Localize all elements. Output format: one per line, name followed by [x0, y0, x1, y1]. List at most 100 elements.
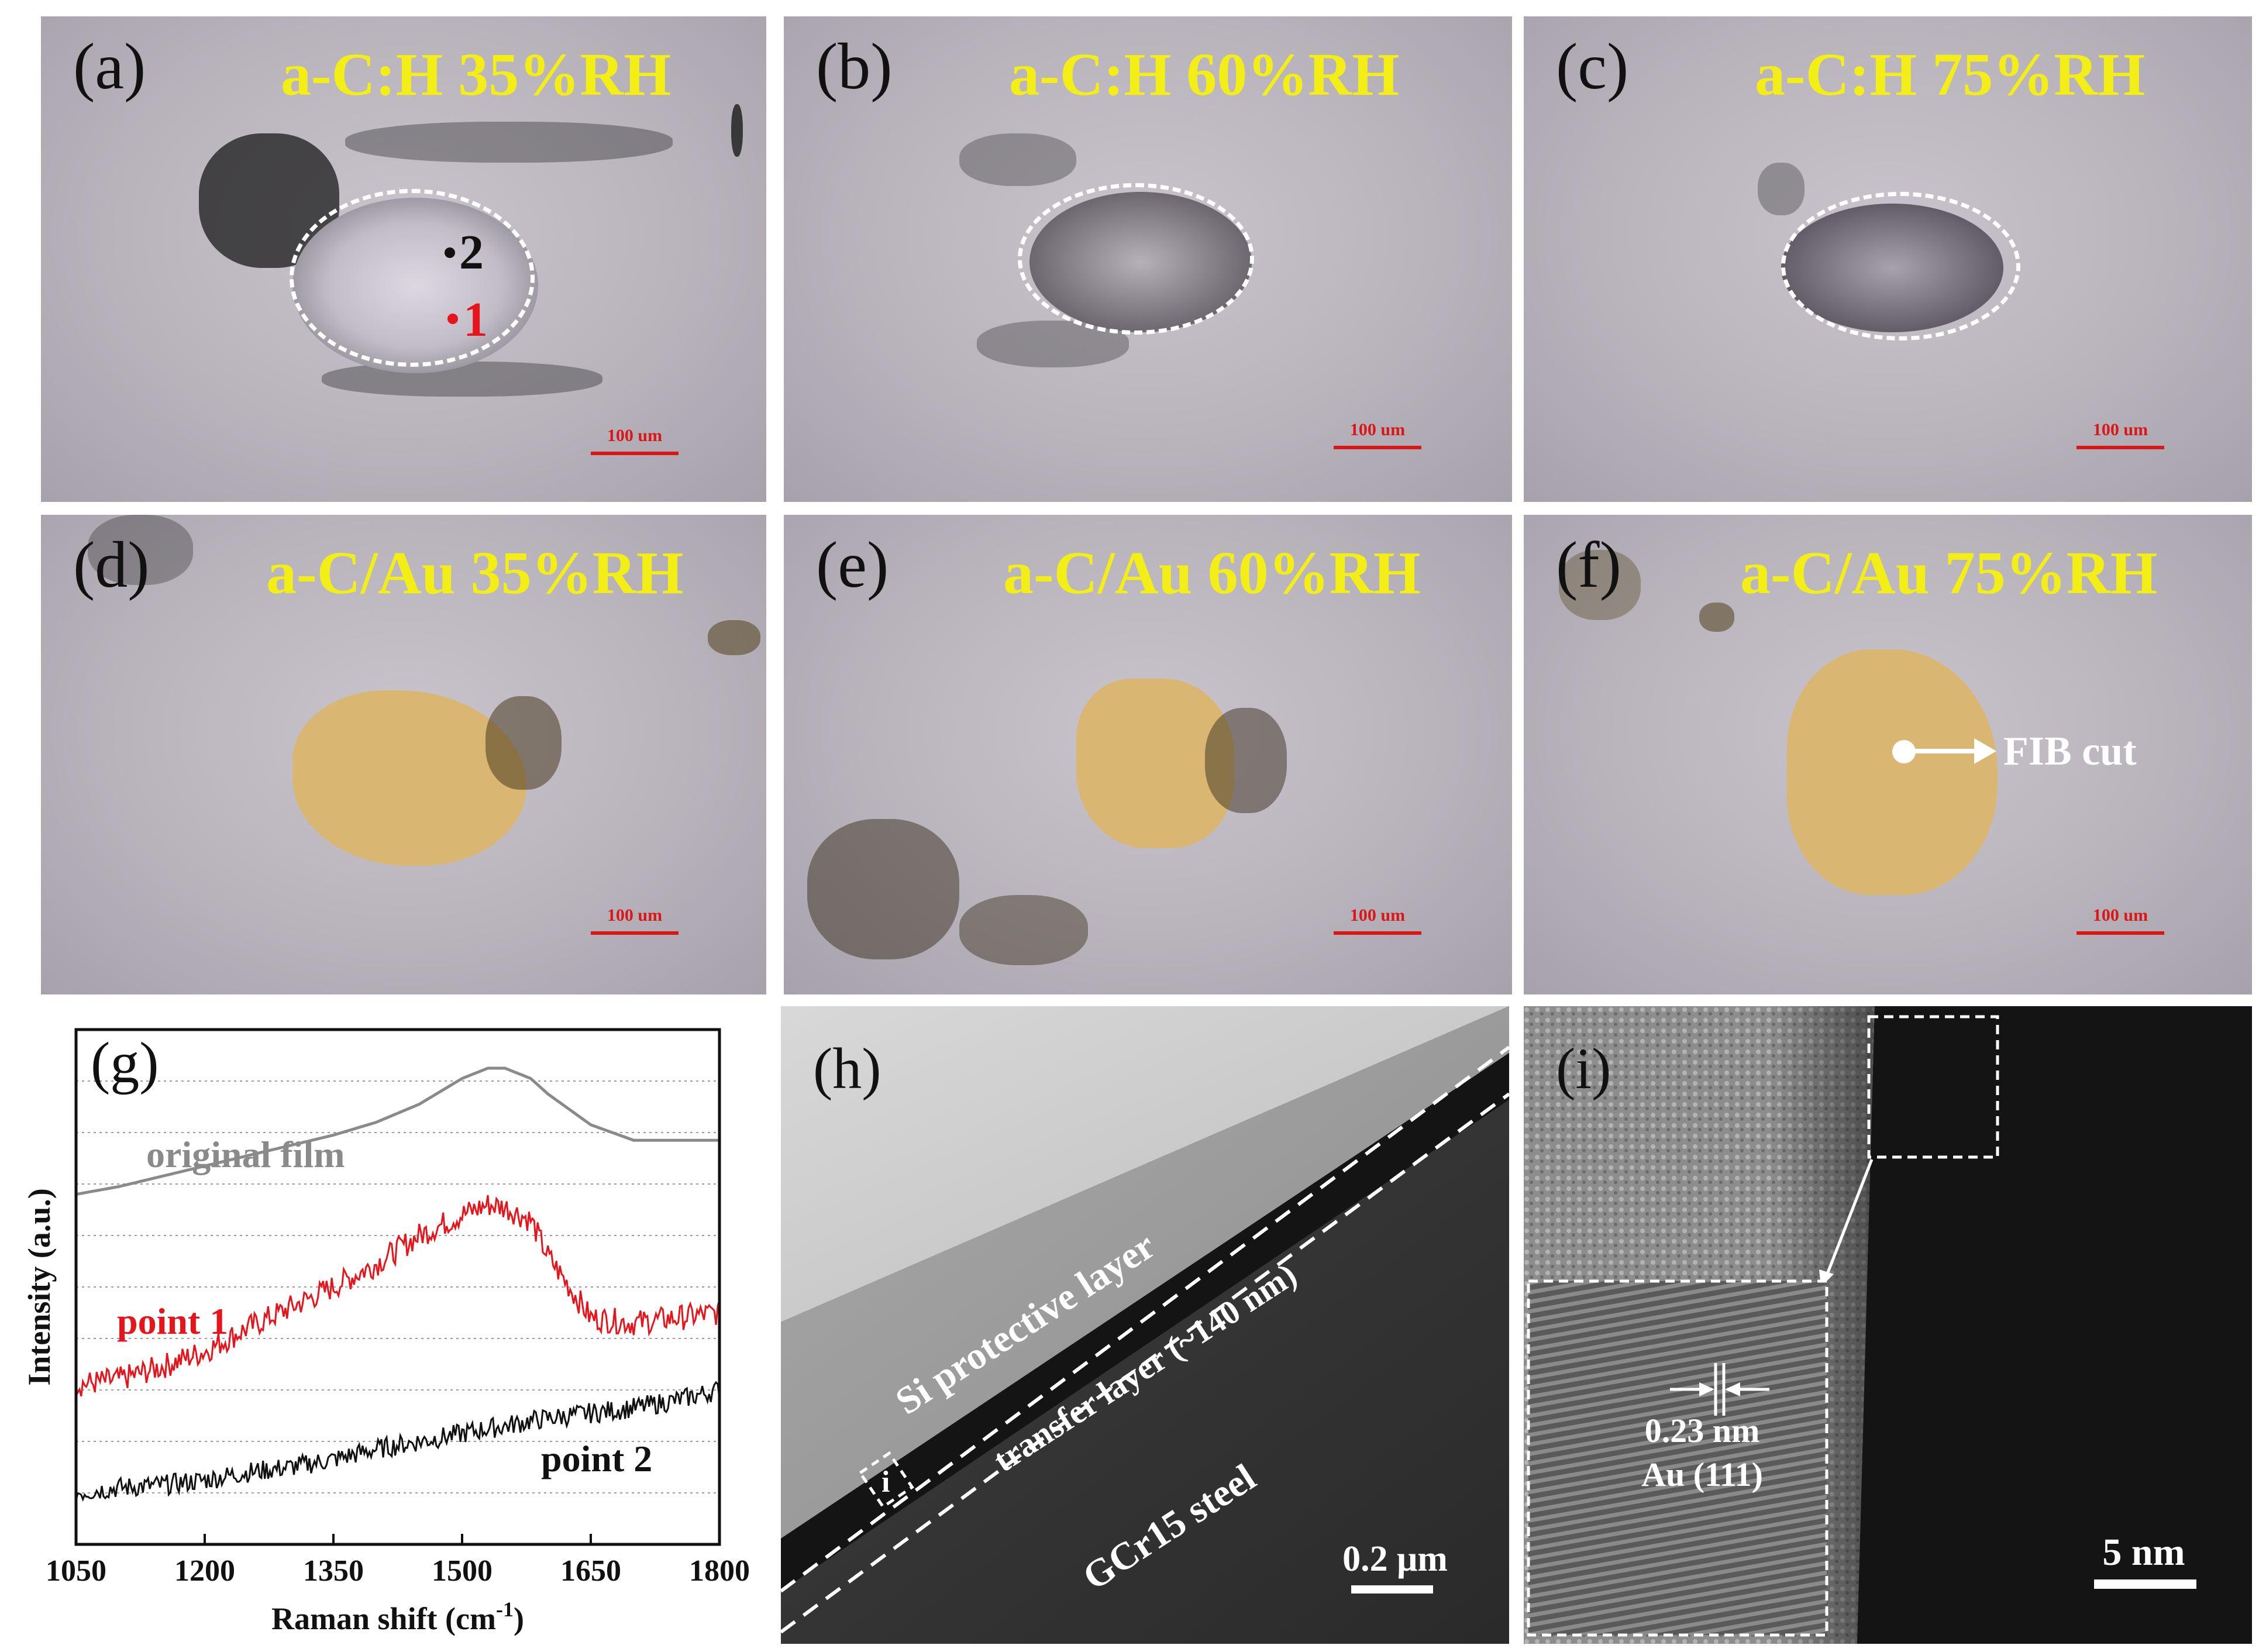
wear-debris [1758, 163, 1805, 215]
scale-bar [2094, 1579, 2196, 1589]
scale-bar: 100 um [2077, 420, 2164, 453]
transferred-gold-region [292, 690, 526, 866]
panel-title: a-C:H 35%RH [281, 41, 671, 108]
series-line-point-2 [75, 1381, 721, 1502]
panel-label: (f) [1556, 529, 1621, 601]
wear-debris [1205, 708, 1287, 813]
chart-grid [76, 1080, 719, 1493]
panel-title: a-C/Au 75%RH [1740, 539, 2158, 607]
wear-debris [322, 362, 602, 397]
tem-si-layer [781, 1006, 1509, 1539]
panel-c: (c) a-C:H 75%RH 100 um [1524, 16, 2252, 502]
panel-label: (a) [73, 30, 146, 103]
panel-label: (i) [1556, 1036, 1611, 1101]
plot-frame [74, 1028, 721, 1546]
transfer-layer-upper-boundary [781, 1045, 1509, 1593]
panel-title: a-C/Au 35%RH [266, 539, 684, 607]
wear-debris [708, 620, 760, 655]
fib-cut-arrowhead [1974, 738, 1996, 764]
hrtem-inset [1528, 1281, 1827, 1635]
scale-bar-label: 5 nm [2102, 1531, 2185, 1574]
scale-bar [1351, 1585, 1433, 1594]
scale-bar: 100 um [591, 426, 679, 459]
panel-label: (e) [816, 529, 889, 601]
raman-point-2-label: 2 [459, 225, 484, 280]
lattice-arrowhead-right [1725, 1382, 1740, 1396]
tem-steel-region [781, 1100, 1509, 1644]
hrtem-box-label: i [881, 1465, 890, 1499]
raman-point-2-marker [445, 247, 455, 258]
chart-ticks: 1050 1200 1350 1500 1650 1800 [46, 1534, 750, 1588]
panel-b: (b) a-C:H 60%RH 100 um [784, 16, 1512, 502]
panel-title: a-C:H 75%RH [1755, 41, 2146, 108]
raman-point-1-label: 1 [463, 292, 488, 347]
wear-debris [807, 819, 959, 959]
raman-chart: 1050 1200 1350 1500 1650 1800 (g) original fi… [22, 1028, 750, 1636]
series-line-original-film [75, 1066, 719, 1196]
x-tick-label: 1200 [174, 1554, 235, 1588]
panel-h: i Si protective layer transfer layer (~1… [781, 1006, 1509, 1644]
x-tick-label: 1350 [303, 1554, 364, 1588]
x-tick-label: 1500 [432, 1554, 493, 1588]
scale-bar-label: 100 um [2092, 420, 2148, 439]
x-axis-label-end: ) [514, 1601, 524, 1636]
lattice-spacing-label: 0.23 nm [1645, 1412, 1760, 1450]
x-tick-label: 1800 [689, 1554, 750, 1588]
lattice-arrowhead-left [1699, 1382, 1714, 1396]
scale-bar: 100 um [1334, 420, 1421, 453]
wear-debris [485, 696, 562, 790]
panel-label: (b) [816, 30, 893, 103]
x-axis-label-main: Raman shift (cm [271, 1601, 496, 1636]
raman-point-1-marker [447, 314, 458, 324]
panel-label: (g) [91, 1030, 159, 1095]
fib-cut-marker [1892, 740, 1916, 763]
panel-title: a-C/Au 60%RH [1003, 539, 1421, 607]
transferred-gold-region [1787, 649, 1998, 895]
scale-bar-label: 100 um [607, 906, 663, 925]
scale-bar: 100 um [2077, 906, 2164, 938]
panel-g: 1050 1200 1350 1500 1650 1800 (g) original fi… [0, 1006, 772, 1650]
panel-label: (c) [1556, 30, 1629, 103]
inset-source-box [1867, 1015, 1999, 1159]
wear-scar-outline [1018, 183, 1254, 335]
wear-debris [1699, 603, 1734, 632]
chart-series [75, 1066, 721, 1502]
wear-scar-outline [290, 189, 535, 367]
panel-label: (d) [73, 529, 150, 601]
y-axis-label: Intensity (a.u.) [22, 1188, 57, 1386]
scale-bar-label: 100 um [607, 426, 663, 445]
wear-debris [959, 895, 1088, 965]
panel-d: (d) a-C/Au 35%RH 100 um [41, 515, 766, 994]
x-axis-label: Raman shift (cm-1) [271, 1598, 524, 1636]
panel-label: (h) [813, 1036, 881, 1101]
wear-debris [345, 122, 673, 163]
hrtem-image: 0.23 nm Au (111) (i) 5 nm [1524, 1006, 2196, 1644]
fib-cut-arrow [1913, 749, 1977, 753]
scale-bar: 100 um [591, 906, 679, 938]
panel-i: 0.23 nm Au (111) (i) 5 nm [1524, 1006, 2252, 1644]
x-tick-label: 1650 [560, 1554, 621, 1588]
wear-scar-outline [1781, 192, 2020, 340]
scale-bar-label: 0.2 μm [1342, 1539, 1448, 1579]
inset-arrow [1826, 1159, 1874, 1273]
panel-a: 2 1 (a) a-C:H 35%RH 100 um [41, 16, 766, 502]
legend-original-film: original film [146, 1134, 345, 1175]
legend-point-2: point 2 [541, 1438, 652, 1479]
panel-f: FIB cut (f) a-C/Au 75%RH 100 um [1524, 515, 2252, 994]
scale-bar: 100 um [1334, 906, 1421, 938]
scale-bar-label: 100 um [2092, 906, 2148, 925]
series-line-point-1 [75, 1195, 721, 1397]
panel-title: a-C:H 60%RH [1009, 41, 1400, 108]
wear-debris [88, 515, 193, 585]
x-tick-label: 1050 [46, 1554, 106, 1588]
wear-debris [1559, 550, 1641, 620]
transfer-layer-lower-boundary [781, 1092, 1509, 1634]
lattice-plane-label: Au (111) [1641, 1455, 1763, 1493]
scale-bar-label: 100 um [1349, 906, 1406, 925]
tem-cross-section: i Si protective layer transfer layer (~1… [781, 1006, 1509, 1644]
wear-debris [731, 104, 743, 157]
hrtem-region-box [858, 1451, 914, 1509]
legend-point-1: point 1 [117, 1300, 228, 1342]
panel-e: (e) a-C/Au 60%RH 100 um [784, 515, 1512, 994]
wear-debris [959, 133, 1076, 186]
